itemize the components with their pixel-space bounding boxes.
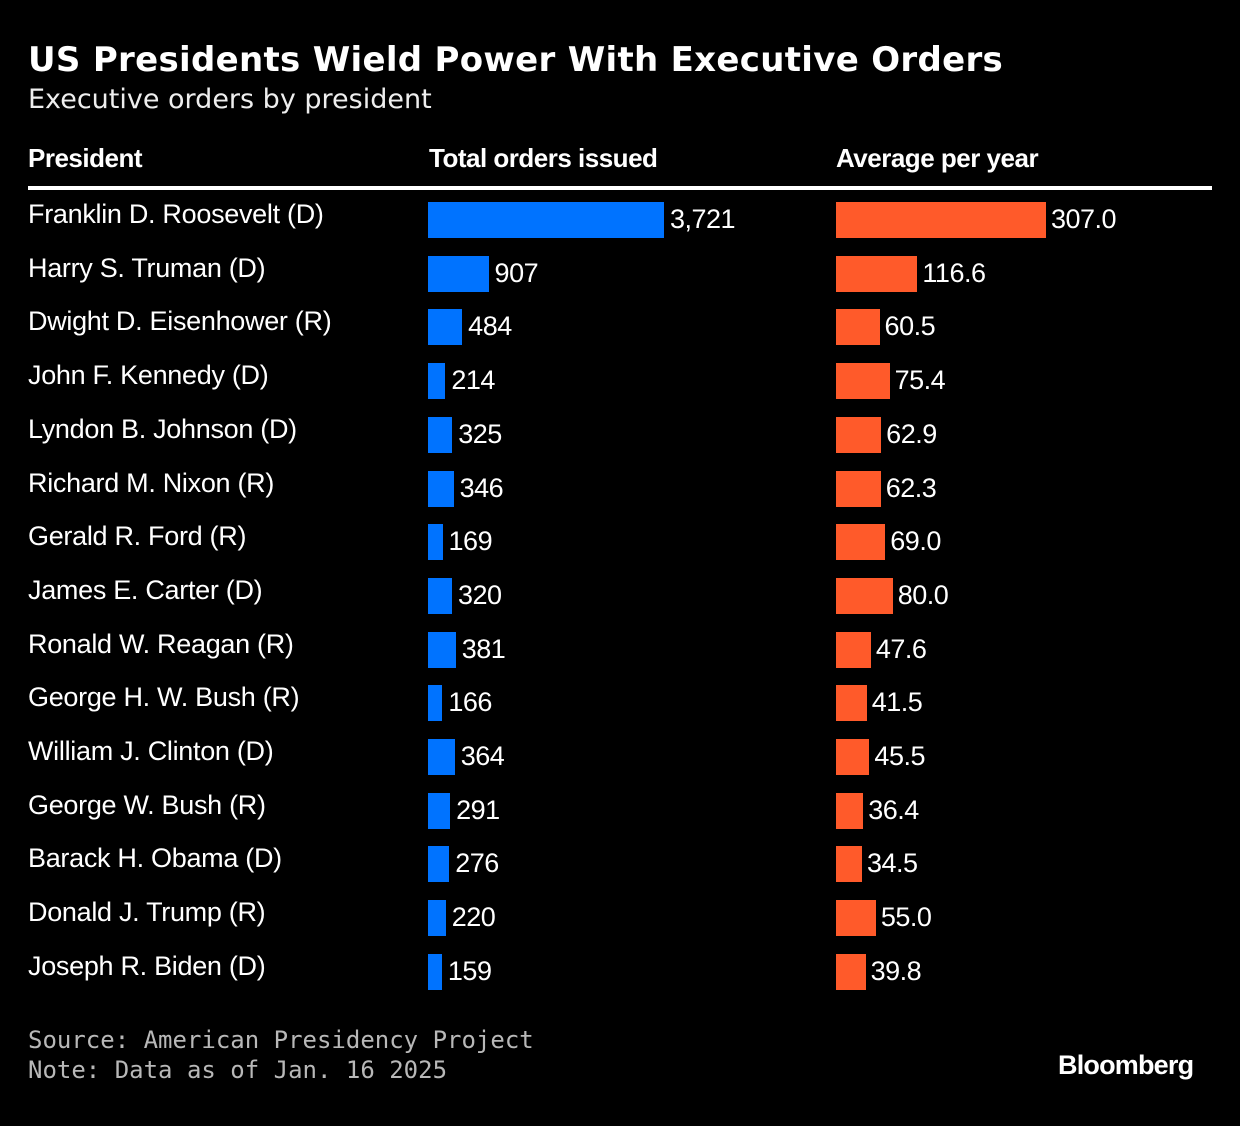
total-bar <box>428 470 454 507</box>
total-label: 214 <box>451 365 495 396</box>
average-bar <box>836 953 866 990</box>
chart-title: US Presidents Wield Power With Executive… <box>28 40 1004 80</box>
president-name: Gerald R. Ford (R) <box>28 521 247 552</box>
total-label: 220 <box>451 902 496 933</box>
total-bar <box>428 792 451 829</box>
total-bar <box>428 255 489 292</box>
data-note: Note: Data as of Jan. 16 2025 <box>28 1056 448 1084</box>
average-label: 62.3 <box>885 472 937 503</box>
total-bar <box>428 309 463 346</box>
total-bar <box>428 363 446 400</box>
total-bar <box>428 202 664 238</box>
president-name: George W. Bush (R) <box>28 789 266 820</box>
average-label: 75.4 <box>894 365 946 396</box>
average-bar <box>836 739 870 775</box>
average-label: 47.6 <box>875 633 927 664</box>
average-label: 45.5 <box>874 741 925 771</box>
average-bar <box>836 577 893 614</box>
total-bar <box>428 631 456 668</box>
average-label: 39.8 <box>870 955 922 986</box>
average-bar <box>836 792 864 829</box>
president-name: George H. W. Bush (R) <box>28 682 300 713</box>
average-bar <box>836 524 886 561</box>
average-label: 41.5 <box>871 687 923 718</box>
average-bar <box>836 470 881 507</box>
president-name: William J. Clinton (D) <box>28 736 274 766</box>
total-label: 320 <box>457 579 502 610</box>
president-name: Franklin D. Roosevelt (D) <box>28 199 324 229</box>
president-name: Donald J. Trump (R) <box>28 897 266 928</box>
average-label: 80.0 <box>897 579 949 610</box>
total-bar <box>428 846 450 883</box>
chart-subtitle: Executive orders by president <box>28 84 432 115</box>
average-bar <box>836 631 871 668</box>
president-name: Lyndon B. Johnson (D) <box>28 413 297 444</box>
total-bar <box>428 900 446 937</box>
average-bar <box>836 255 918 292</box>
average-label: 69.0 <box>890 526 941 557</box>
average-label: 307.0 <box>1051 204 1117 234</box>
president-name: Ronald W. Reagan (R) <box>28 628 294 659</box>
total-label: 484 <box>468 311 512 342</box>
total-label: 346 <box>459 472 504 503</box>
average-bar <box>836 363 890 400</box>
total-bar <box>428 416 453 453</box>
average-bar <box>836 309 880 346</box>
total-label: 325 <box>458 418 502 449</box>
president-name: John F. Kennedy (D) <box>28 360 269 391</box>
total-label: 159 <box>447 955 492 986</box>
total-label: 3,721 <box>670 204 736 234</box>
president-name: Joseph R. Biden (D) <box>28 950 266 981</box>
column-header-president: President <box>28 143 143 173</box>
average-bar <box>836 202 1046 238</box>
total-label: 276 <box>455 848 499 879</box>
president-name: Richard M. Nixon (R) <box>28 467 275 498</box>
total-label: 364 <box>460 741 505 771</box>
average-bar <box>836 900 876 937</box>
president-name: Harry S. Truman (D) <box>28 252 266 283</box>
total-label: 166 <box>448 687 492 718</box>
average-label: 34.5 <box>866 848 918 879</box>
total-label: 381 <box>461 633 506 664</box>
average-bar <box>836 685 867 722</box>
average-bar <box>836 846 862 883</box>
average-bar <box>836 416 882 453</box>
average-label: 36.4 <box>868 794 919 825</box>
total-label: 907 <box>494 257 539 288</box>
president-name: Barack H. Obama (D) <box>28 843 282 874</box>
average-label: 55.0 <box>880 902 932 933</box>
column-header-total: Total orders issued <box>429 143 658 173</box>
average-label: 62.9 <box>886 418 937 449</box>
total-bar <box>428 685 443 722</box>
president-name: Dwight D. Eisenhower (R) <box>28 306 332 337</box>
header-rule <box>28 186 1212 190</box>
total-label: 291 <box>456 794 500 825</box>
total-bar <box>428 953 442 990</box>
total-label: 169 <box>448 526 493 557</box>
total-bar <box>428 739 455 775</box>
president-name: James E. Carter (D) <box>28 574 263 605</box>
source-note: Source: American Presidency Project <box>28 1026 534 1054</box>
average-label: 60.5 <box>884 311 936 342</box>
column-header-average: Average per year <box>836 143 1039 173</box>
total-bar <box>428 524 443 561</box>
bloomberg-logo: Bloomberg <box>1058 1050 1194 1080</box>
average-label: 116.6 <box>922 257 986 288</box>
total-bar <box>428 577 452 614</box>
